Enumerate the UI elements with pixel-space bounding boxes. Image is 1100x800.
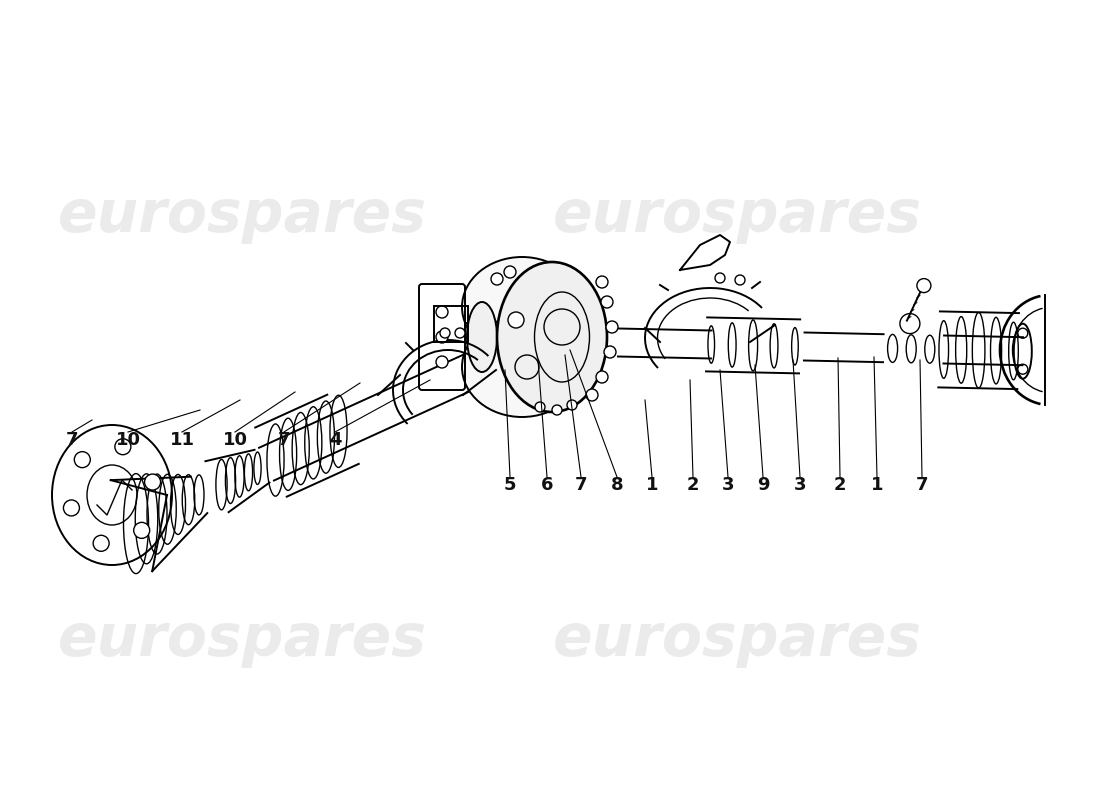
Text: eurospares: eurospares bbox=[57, 187, 427, 245]
Text: 2: 2 bbox=[834, 476, 846, 494]
Circle shape bbox=[436, 356, 448, 368]
Text: 8: 8 bbox=[610, 476, 624, 494]
Circle shape bbox=[552, 405, 562, 415]
Text: 10: 10 bbox=[222, 431, 248, 449]
Text: 7: 7 bbox=[277, 431, 290, 449]
Text: eurospares: eurospares bbox=[552, 187, 922, 245]
Circle shape bbox=[440, 328, 450, 338]
Text: 3: 3 bbox=[794, 476, 806, 494]
Text: 1: 1 bbox=[646, 476, 658, 494]
Circle shape bbox=[491, 273, 503, 285]
Text: 7: 7 bbox=[915, 476, 928, 494]
Circle shape bbox=[64, 500, 79, 516]
Ellipse shape bbox=[497, 262, 607, 412]
Circle shape bbox=[114, 438, 131, 454]
Circle shape bbox=[596, 371, 608, 383]
Text: 6: 6 bbox=[541, 476, 553, 494]
Circle shape bbox=[508, 312, 524, 328]
Circle shape bbox=[535, 402, 544, 412]
Circle shape bbox=[917, 278, 931, 293]
Ellipse shape bbox=[462, 317, 582, 417]
Text: 9: 9 bbox=[757, 476, 769, 494]
Circle shape bbox=[604, 346, 616, 358]
Circle shape bbox=[144, 474, 161, 490]
Circle shape bbox=[601, 296, 613, 308]
Text: 7: 7 bbox=[574, 476, 587, 494]
Circle shape bbox=[566, 400, 578, 410]
Circle shape bbox=[134, 522, 150, 538]
Circle shape bbox=[75, 452, 90, 468]
Text: eurospares: eurospares bbox=[57, 611, 427, 669]
Circle shape bbox=[436, 331, 448, 343]
Circle shape bbox=[586, 389, 598, 401]
Circle shape bbox=[606, 321, 618, 333]
Text: eurospares: eurospares bbox=[552, 611, 922, 669]
Text: 7: 7 bbox=[66, 431, 78, 449]
Text: 10: 10 bbox=[116, 431, 141, 449]
Text: 5: 5 bbox=[504, 476, 516, 494]
Text: 1: 1 bbox=[871, 476, 883, 494]
Circle shape bbox=[436, 306, 448, 318]
Ellipse shape bbox=[462, 257, 582, 357]
Text: 3: 3 bbox=[722, 476, 735, 494]
Text: 4: 4 bbox=[329, 431, 341, 449]
Ellipse shape bbox=[468, 302, 497, 372]
Circle shape bbox=[504, 266, 516, 278]
Circle shape bbox=[455, 328, 465, 338]
Circle shape bbox=[94, 535, 109, 551]
Circle shape bbox=[596, 276, 608, 288]
Text: 2: 2 bbox=[686, 476, 700, 494]
Text: 11: 11 bbox=[169, 431, 195, 449]
